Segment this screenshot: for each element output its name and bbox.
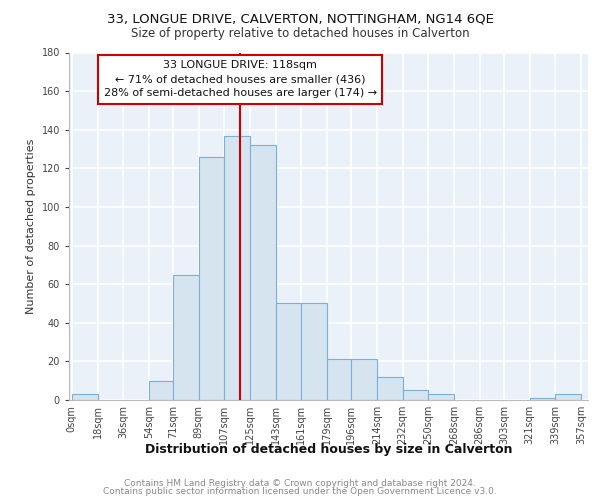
Bar <box>250 145 276 400</box>
Bar <box>72 394 98 400</box>
Text: Size of property relative to detached houses in Calverton: Size of property relative to detached ho… <box>131 28 469 40</box>
Bar <box>555 394 581 400</box>
Bar <box>276 304 301 400</box>
Text: 33, LONGUE DRIVE, CALVERTON, NOTTINGHAM, NG14 6QE: 33, LONGUE DRIVE, CALVERTON, NOTTINGHAM,… <box>107 12 493 26</box>
Bar <box>403 390 428 400</box>
Text: Contains HM Land Registry data © Crown copyright and database right 2024.: Contains HM Land Registry data © Crown c… <box>124 478 476 488</box>
Bar <box>327 360 352 400</box>
Text: Contains public sector information licensed under the Open Government Licence v3: Contains public sector information licen… <box>103 487 497 496</box>
Bar <box>224 136 250 400</box>
Bar <box>530 398 555 400</box>
Text: Distribution of detached houses by size in Calverton: Distribution of detached houses by size … <box>145 442 512 456</box>
Bar <box>301 304 327 400</box>
Bar <box>377 377 403 400</box>
Bar <box>173 274 199 400</box>
Bar <box>149 380 173 400</box>
Text: 33 LONGUE DRIVE: 118sqm
← 71% of detached houses are smaller (436)
28% of semi-d: 33 LONGUE DRIVE: 118sqm ← 71% of detache… <box>104 60 377 98</box>
Bar <box>428 394 454 400</box>
Bar <box>199 157 224 400</box>
Y-axis label: Number of detached properties: Number of detached properties <box>26 138 36 314</box>
Bar <box>352 360 377 400</box>
